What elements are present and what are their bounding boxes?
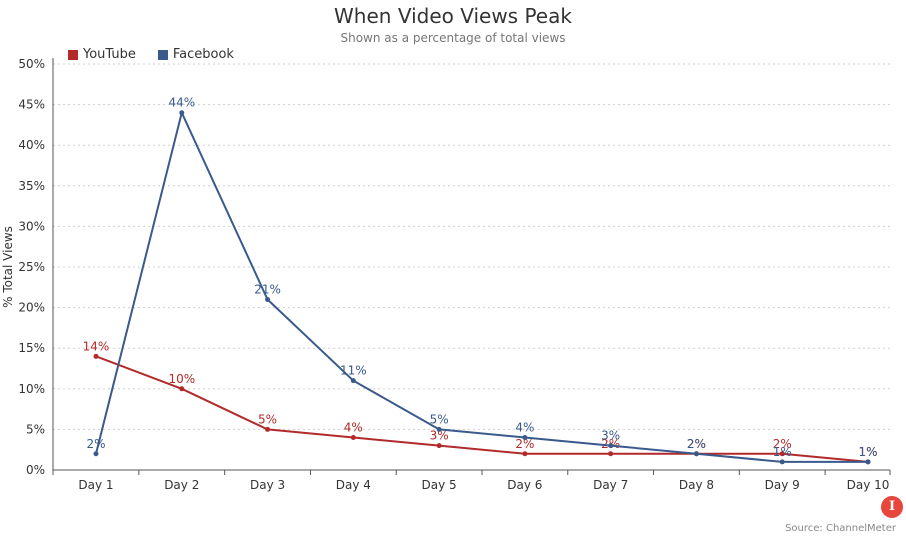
- data-label-facebook: 5%: [430, 412, 449, 426]
- logo-badge: I: [881, 496, 903, 518]
- legend-item-facebook[interactable]: Facebook: [157, 47, 234, 62]
- x-tick-label: Day 7: [593, 478, 628, 492]
- series-line-youtube: [95, 355, 869, 463]
- x-tick-label: Day 2: [164, 478, 199, 492]
- data-point-facebook: [608, 443, 614, 449]
- data-label-facebook: 4%: [515, 421, 534, 435]
- y-tick-label: 35%: [18, 179, 45, 193]
- chart-subtitle: Shown as a percentage of total views: [340, 31, 566, 45]
- data-point-youtube: [93, 353, 99, 359]
- x-tick-label: Day 9: [765, 478, 800, 492]
- y-tick-label: 0%: [26, 463, 45, 477]
- data-point-facebook: [865, 459, 871, 465]
- data-point-facebook: [522, 435, 528, 441]
- data-point-facebook: [265, 296, 271, 302]
- legend-label-facebook: Facebook: [172, 47, 234, 62]
- data-label-youtube: 2%: [687, 437, 706, 451]
- data-point-facebook: [93, 451, 99, 457]
- data-point-facebook: [779, 459, 785, 465]
- y-tick-label: 30%: [18, 219, 45, 233]
- data-point-youtube: [179, 386, 185, 392]
- data-label-facebook: 21%: [254, 282, 281, 296]
- data-point-facebook: [436, 426, 442, 432]
- data-label-facebook: 11%: [340, 364, 367, 378]
- data-label-youtube: 14%: [83, 339, 110, 353]
- data-point-youtube: [608, 451, 614, 457]
- data-point-youtube: [522, 451, 528, 457]
- y-tick-label: 15%: [18, 341, 45, 355]
- y-tick-label: 50%: [18, 57, 45, 71]
- x-tick-label: Day 1: [78, 478, 113, 492]
- x-tick-label: Day 4: [336, 478, 371, 492]
- data-label-youtube: 1%: [858, 445, 877, 459]
- y-tick-label: 20%: [18, 301, 45, 315]
- x-tick-label: Day 6: [507, 478, 542, 492]
- data-label-youtube: 5%: [258, 412, 277, 426]
- chart-title: When Video Views Peak: [334, 4, 572, 28]
- x-tick-label: Day 3: [250, 478, 285, 492]
- data-point-youtube: [779, 451, 785, 457]
- x-tick-label: Day 10: [847, 478, 890, 492]
- legend: YouTube Facebook: [68, 47, 234, 62]
- data-label-facebook: 2%: [687, 437, 706, 451]
- y-tick-label: 5%: [26, 422, 45, 436]
- data-point-facebook: [179, 110, 185, 116]
- data-point-youtube: [265, 426, 271, 432]
- y-axis-title: % Total Views: [1, 226, 15, 308]
- data-point-youtube: [436, 443, 442, 449]
- y-tick-label: 25%: [18, 260, 45, 274]
- data-point-facebook: [350, 378, 356, 384]
- data-label-facebook: 1%: [773, 445, 792, 459]
- x-tick-label: Day 8: [679, 478, 714, 492]
- data-label-youtube: 2%: [773, 437, 792, 451]
- data-label-youtube: 3%: [430, 429, 449, 443]
- x-tick-label: Day 5: [422, 478, 457, 492]
- data-label-facebook: 2%: [86, 437, 105, 451]
- source-note: Source: ChannelMeter: [785, 523, 896, 534]
- legend-item-youtube[interactable]: YouTube: [68, 47, 136, 62]
- data-label-facebook: 44%: [168, 96, 195, 110]
- y-tick-label: 40%: [18, 138, 45, 152]
- data-label-facebook: 3%: [601, 429, 620, 443]
- data-point-facebook: [693, 451, 699, 457]
- data-label-facebook: 1%: [858, 445, 877, 459]
- data-label-youtube: 4%: [344, 421, 363, 435]
- legend-swatch-youtube: [68, 49, 78, 60]
- series-line-facebook: [95, 111, 868, 463]
- legend-swatch-facebook: [157, 49, 168, 60]
- data-label-youtube: 2%: [515, 437, 534, 451]
- data-label-youtube: 10%: [168, 372, 195, 386]
- y-tick-label: 45%: [18, 98, 45, 112]
- y-tick-label: 10%: [18, 382, 45, 396]
- data-point-youtube: [350, 435, 356, 441]
- legend-label-youtube: YouTube: [83, 47, 136, 62]
